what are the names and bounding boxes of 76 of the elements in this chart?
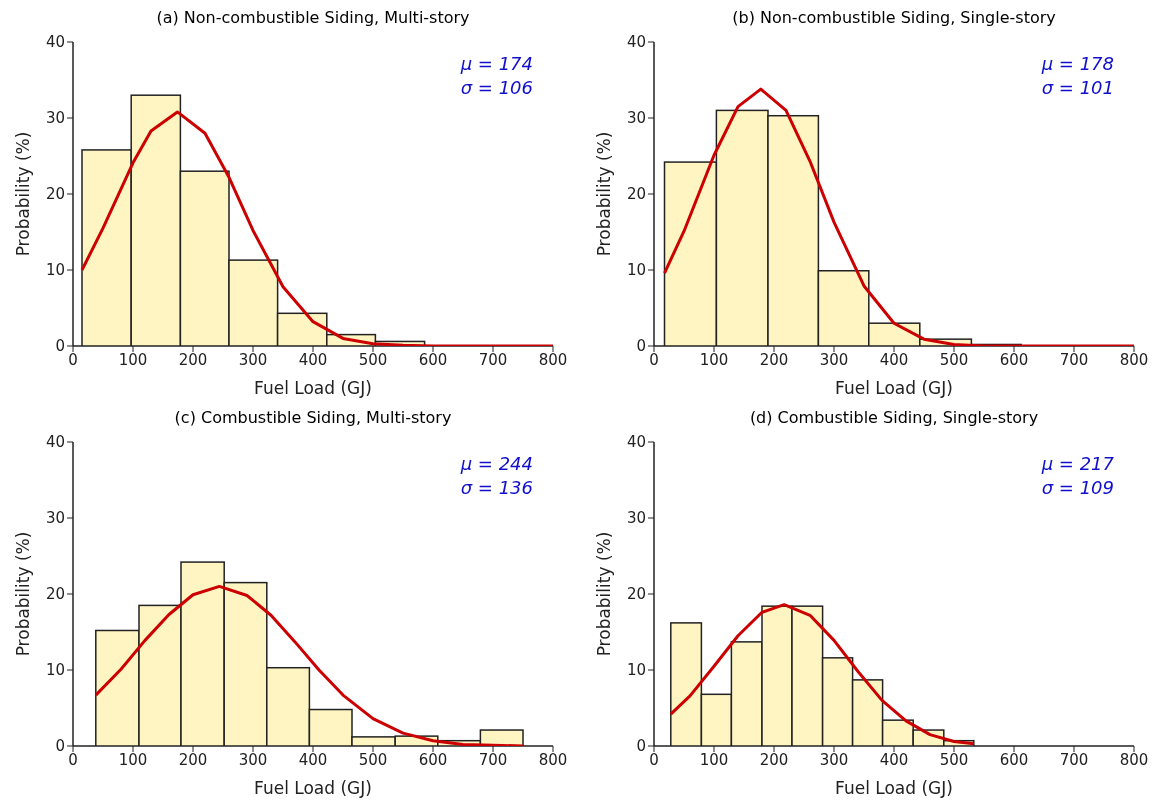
y-tick-label: 40 [626,433,646,452]
annotation: σ = 136 [459,476,533,500]
x-tick-label: 500 [358,350,388,369]
x-tick-label: 500 [939,750,969,769]
x-tick-label: 300 [238,750,268,769]
x-tick-label: 200 [759,750,789,769]
annotation: σ = 101 [1040,76,1114,100]
x-tick-label: 500 [939,350,969,369]
x-tick-label: 700 [478,350,508,369]
x-tick-label: 600 [418,750,448,769]
x-tick-label: 0 [68,750,78,769]
x-tick-label: 400 [879,750,909,769]
x-tick-label: 600 [418,350,448,369]
x-tick-label: 300 [819,750,849,769]
x-tick-label: 700 [1059,350,1089,369]
x-tick-label: 800 [538,350,568,369]
x-tick-label: 400 [298,350,328,369]
y-tick-label: 30 [626,109,646,128]
y-tick-label: 10 [45,661,65,680]
x-tick-label: 400 [879,350,909,369]
x-tick-label: 200 [178,350,208,369]
chart-title: (c) Combustible Siding, Multi-story [173,408,453,429]
x-tick-label: 700 [478,750,508,769]
x-tick-label: 600 [999,350,1029,369]
x-tick-label: 400 [298,750,328,769]
annotation: σ = 109 [1040,476,1114,500]
x-tick-label: 300 [819,350,849,369]
x-tick-label: 800 [1119,750,1149,769]
x-tick-label: 800 [538,750,568,769]
y-tick-label: 20 [626,185,646,204]
y-axis-title: Probability (%) [13,131,34,257]
x-tick-label: 0 [68,350,78,369]
annotation: μ = 217 [1040,452,1114,476]
y-tick-label: 10 [626,261,646,280]
annotation: μ = 178 [1040,52,1114,76]
y-tick-label: 30 [45,509,65,528]
x-tick-label: 500 [358,750,388,769]
chart-title: (a) Non-combustible Siding, Multi-story [155,8,471,29]
y-tick-label: 40 [45,33,65,52]
y-tick-label: 0 [55,337,65,356]
annotation: σ = 106 [459,76,533,100]
x-axis-title: Fuel Load (GJ) [835,378,953,398]
x-axis-title: Fuel Load (GJ) [254,378,372,398]
x-tick-label: 200 [759,350,789,369]
y-tick-label: 40 [626,33,646,52]
x-tick-label: 0 [649,750,659,769]
y-tick-label: 20 [626,585,646,604]
x-tick-label: 100 [699,350,729,369]
x-axis-title: Fuel Load (GJ) [254,778,372,798]
x-tick-label: 100 [118,350,148,369]
x-tick-label: 0 [649,350,659,369]
x-axis-title: Fuel Load (GJ) [835,778,953,798]
y-tick-label: 0 [55,737,65,756]
x-tick-label: 200 [178,750,208,769]
y-tick-label: 30 [626,509,646,528]
y-tick-label: 0 [636,737,646,756]
y-axis-title: Probability (%) [13,531,34,657]
y-tick-label: 30 [45,109,65,128]
x-tick-label: 800 [1119,350,1149,369]
x-tick-label: 700 [1059,750,1089,769]
x-tick-label: 100 [118,750,148,769]
chart-title: (d) Combustible Siding, Single-story [748,408,1040,429]
x-tick-label: 600 [999,750,1029,769]
y-tick-label: 40 [45,433,65,452]
y-tick-label: 20 [45,185,65,204]
y-tick-label: 20 [45,585,65,604]
x-tick-label: 100 [699,750,729,769]
x-tick-label: 300 [238,350,268,369]
chart-title: (b) Non-combustible Siding, Single-story [731,8,1057,29]
y-tick-label: 10 [45,261,65,280]
y-tick-label: 10 [626,661,646,680]
y-tick-label: 0 [636,337,646,356]
y-axis-title: Probability (%) [594,531,615,657]
annotation: μ = 244 [459,452,533,476]
annotation: μ = 174 [459,52,533,76]
y-axis-title: Probability (%) [594,131,615,257]
